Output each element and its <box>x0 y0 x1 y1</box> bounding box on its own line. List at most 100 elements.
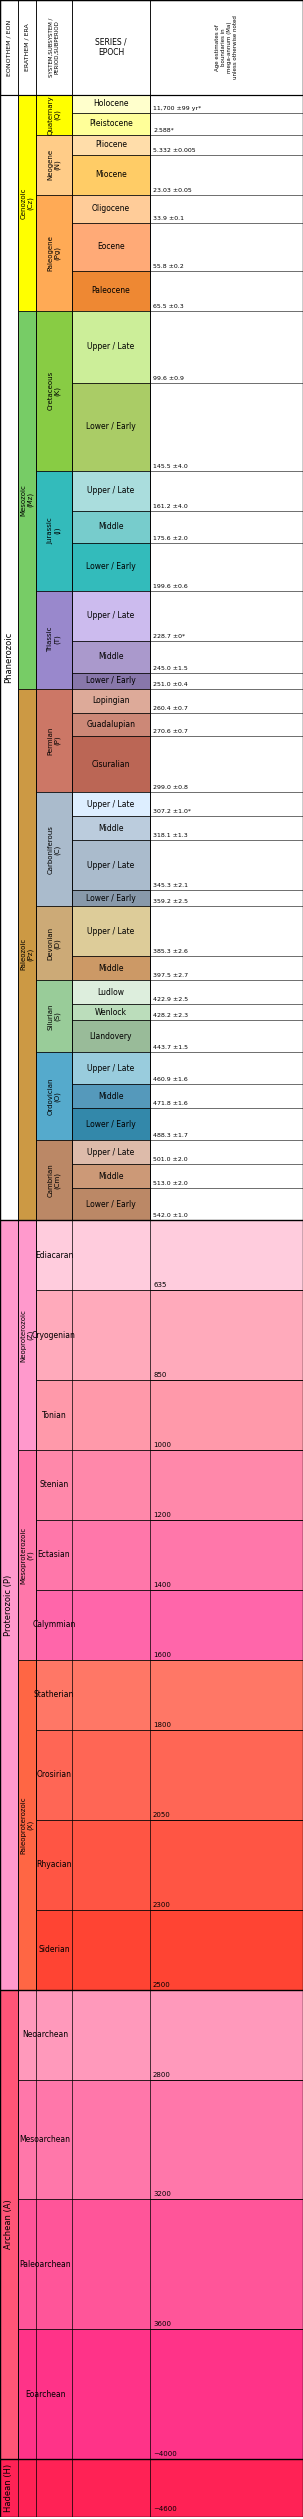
Text: Proterozoic (P): Proterozoic (P) <box>5 1574 14 1635</box>
Text: Devonian
(D): Devonian (D) <box>47 927 61 960</box>
Bar <box>72 272 150 310</box>
Text: ~4600: ~4600 <box>153 2506 177 2511</box>
Bar <box>72 511 150 542</box>
Bar <box>72 907 150 957</box>
Text: Neoarchean: Neoarchean <box>22 2030 68 2038</box>
Bar <box>72 542 150 589</box>
Bar <box>72 688 150 713</box>
Bar <box>72 1005 150 1020</box>
Text: Paleogene
(Pg): Paleogene (Pg) <box>47 234 61 270</box>
Bar <box>72 383 150 471</box>
Text: Lower / Early: Lower / Early <box>86 423 136 431</box>
Text: Lopingian: Lopingian <box>92 695 130 705</box>
Bar <box>72 713 150 736</box>
Text: Neogene
(N): Neogene (N) <box>47 149 61 181</box>
Text: 11,700 ±99 yr*: 11,700 ±99 yr* <box>153 106 201 111</box>
Bar <box>72 589 150 640</box>
Text: Oligocene: Oligocene <box>92 204 130 214</box>
Text: 318.1 ±1.3: 318.1 ±1.3 <box>153 834 188 839</box>
Bar <box>72 136 150 154</box>
Text: Pleistocene: Pleistocene <box>89 118 133 128</box>
Bar <box>72 816 150 841</box>
Bar <box>36 1819 303 1909</box>
Text: Ordovician
(O): Ordovician (O) <box>47 1078 61 1116</box>
Text: 5.332 ±0.005: 5.332 ±0.005 <box>153 149 196 154</box>
Bar <box>36 1219 303 1290</box>
Bar <box>18 2081 303 2199</box>
Bar <box>36 136 72 194</box>
Text: Upper / Late: Upper / Late <box>87 612 135 620</box>
Bar <box>36 194 72 310</box>
Text: Guadalupian: Guadalupian <box>86 720 135 728</box>
Text: Cryogenian: Cryogenian <box>32 1330 76 1340</box>
Text: Lower / Early: Lower / Early <box>86 562 136 572</box>
Bar <box>72 96 150 113</box>
Text: Paleoproterozoic
(X): Paleoproterozoic (X) <box>20 1796 34 1854</box>
Text: 513.0 ±2.0: 513.0 ±2.0 <box>153 1181 188 1186</box>
Text: 1400: 1400 <box>153 1582 171 1587</box>
Bar <box>72 1141 150 1164</box>
Text: 443.7 ±1.5: 443.7 ±1.5 <box>153 1045 188 1050</box>
Bar <box>18 96 36 310</box>
Bar <box>72 1020 150 1053</box>
Text: Rhyacian: Rhyacian <box>36 1859 72 1869</box>
Text: Lower / Early: Lower / Early <box>86 675 136 685</box>
Text: Middle: Middle <box>98 1171 124 1181</box>
Bar <box>36 310 72 471</box>
Text: Siderian: Siderian <box>38 1945 70 1955</box>
Bar <box>36 793 72 907</box>
Bar <box>72 957 150 980</box>
Text: Upper / Late: Upper / Late <box>87 1149 135 1156</box>
Text: Permian
(P): Permian (P) <box>47 725 61 756</box>
Text: Upper / Late: Upper / Late <box>87 861 135 869</box>
Bar <box>72 841 150 889</box>
Bar <box>36 1290 303 1380</box>
Text: Middle: Middle <box>98 1091 124 1101</box>
Text: Upper / Late: Upper / Late <box>87 343 135 350</box>
Text: Eocene: Eocene <box>97 242 125 252</box>
Bar <box>72 1053 150 1083</box>
Bar <box>36 589 72 688</box>
Text: 55.8 ±0.2: 55.8 ±0.2 <box>153 264 184 270</box>
Bar <box>72 1164 150 1189</box>
Text: Statherian: Statherian <box>34 1690 74 1700</box>
Text: Cambrian
(Cm): Cambrian (Cm) <box>47 1164 61 1197</box>
Bar <box>72 471 150 511</box>
Bar <box>72 113 150 136</box>
Text: 460.9 ±1.6: 460.9 ±1.6 <box>153 1078 188 1083</box>
Bar <box>36 1451 303 1519</box>
Text: Llandovery: Llandovery <box>90 1033 132 1040</box>
Text: Holocene: Holocene <box>93 98 129 108</box>
Text: 23.03 ±0.05: 23.03 ±0.05 <box>153 189 192 194</box>
Bar <box>72 194 150 222</box>
Text: Lower / Early: Lower / Early <box>86 894 136 902</box>
Bar <box>72 1108 150 1141</box>
Bar <box>72 1189 150 1219</box>
Bar <box>18 310 36 688</box>
Bar <box>36 688 72 793</box>
Bar <box>0 2459 303 2516</box>
Text: 345.3 ±2.1: 345.3 ±2.1 <box>153 884 188 889</box>
Bar <box>150 96 303 1219</box>
Bar <box>36 1053 72 1141</box>
Text: 99.6 ±0.9: 99.6 ±0.9 <box>153 375 184 380</box>
Text: Silurian
(S): Silurian (S) <box>47 1003 61 1030</box>
Bar <box>36 471 72 589</box>
Text: 245.0 ±1.5: 245.0 ±1.5 <box>153 665 188 670</box>
Bar <box>36 1519 303 1589</box>
Text: Carboniferous
(C): Carboniferous (C) <box>47 826 61 874</box>
Bar <box>72 980 150 1005</box>
Bar <box>36 1731 303 1819</box>
Text: 1600: 1600 <box>153 1652 171 1658</box>
Text: Eoarchean: Eoarchean <box>25 2391 65 2398</box>
Text: Upper / Late: Upper / Late <box>87 1063 135 1073</box>
Text: Upper / Late: Upper / Late <box>87 927 135 937</box>
Text: 397.5 ±2.7: 397.5 ±2.7 <box>153 972 188 977</box>
Text: 488.3 ±1.7: 488.3 ±1.7 <box>153 1134 188 1139</box>
Bar <box>72 222 150 272</box>
Bar <box>18 1990 303 2081</box>
Text: Mesoarchean: Mesoarchean <box>19 2136 71 2144</box>
Text: 1200: 1200 <box>153 1511 171 1519</box>
Text: 2500: 2500 <box>153 1982 171 1987</box>
Text: 2050: 2050 <box>153 1811 171 1819</box>
